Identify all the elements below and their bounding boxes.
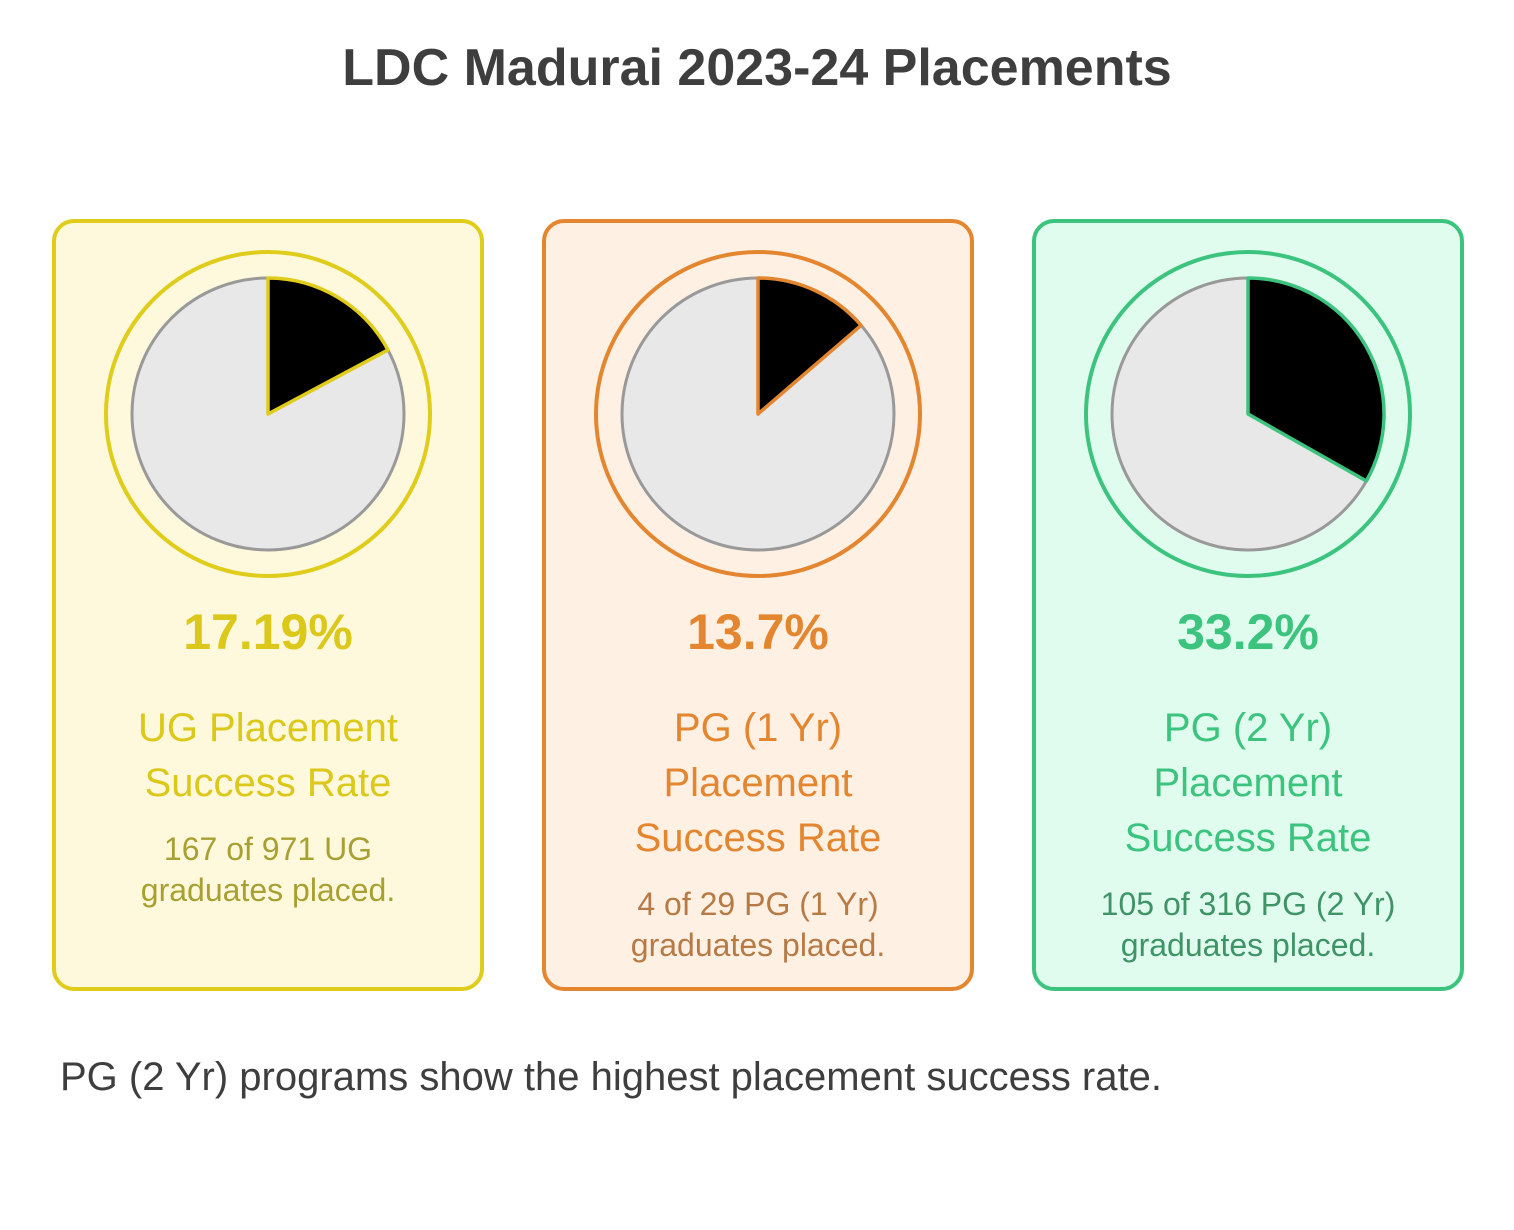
pie-chart: [103, 249, 433, 579]
detail-line: graduates placed.: [1120, 927, 1376, 963]
label-line: Placement: [663, 761, 853, 805]
label-line: Success Rate: [144, 761, 392, 805]
detail-line: graduates placed.: [140, 872, 396, 908]
detail-line: 105 of 316 PG (2 Yr): [1100, 886, 1396, 922]
pie-chart: [1083, 249, 1413, 579]
label-line: PG (2 Yr): [1163, 706, 1333, 750]
summary-note: PG (2 Yr) programs show the highest plac…: [60, 1055, 1162, 1099]
label-line: Success Rate: [1124, 816, 1372, 860]
label-line: Success Rate: [634, 816, 882, 860]
detail-line: graduates placed.: [630, 927, 886, 963]
detail-line: 4 of 29 PG (1 Yr): [637, 886, 879, 922]
card-label: UG Placement Success Rate 167 of 971 UG gra…: [86, 701, 450, 911]
card-detail: 105 of 316 PG (2 Yr) graduates placed.: [1066, 884, 1430, 966]
percent-value: 33.2%: [1177, 604, 1319, 660]
card-label: PG (2 Yr) Placement Success Rate 105 of 316…: [1066, 701, 1430, 966]
card-ug: 17.19% UG Placement Success Rate 167 of 971…: [52, 219, 484, 991]
detail-line: 167 of 971 UG: [163, 831, 373, 867]
card-detail: 4 of 29 PG (1 Yr) graduates placed.: [576, 884, 940, 966]
label-line: Placement: [1153, 761, 1343, 805]
card-label: PG (1 Yr) Placement Success Rate 4 of 29 PG…: [576, 701, 940, 966]
card-pg-2yr: 33.2% PG (2 Yr) Placement Success Rate 105 o…: [1032, 219, 1464, 991]
percent-value: 13.7%: [687, 604, 829, 660]
pie-chart: [593, 249, 923, 579]
card-pg-1yr: 13.7% PG (1 Yr) Placement Success Rate 4 of …: [542, 219, 974, 991]
card-detail: 167 of 971 UG graduates placed.: [86, 829, 450, 911]
label-line: UG Placement: [137, 706, 399, 750]
label-line: PG (1 Yr): [673, 706, 843, 750]
page-title: LDC Madurai 2023-24 Placements: [342, 39, 1172, 97]
percent-value: 17.19%: [183, 604, 353, 660]
